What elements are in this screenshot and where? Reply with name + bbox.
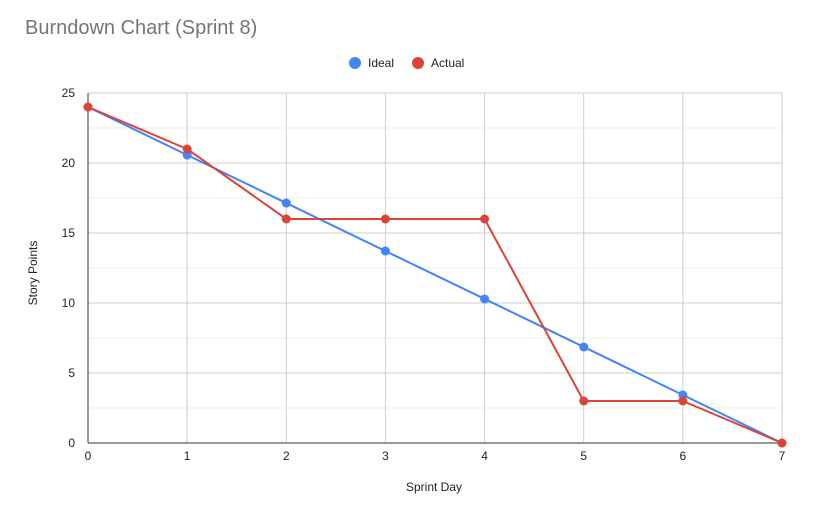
data-point-actual: [83, 102, 93, 112]
chart-title: Burndown Chart (Sprint 8): [25, 17, 258, 39]
y-tick-label: 25: [62, 86, 76, 100]
y-tick-label: 15: [62, 226, 76, 240]
x-tick-label: 2: [283, 449, 290, 463]
y-axis-title: Story Points: [26, 241, 40, 306]
data-point-actual: [182, 144, 192, 154]
data-point-ideal: [480, 294, 490, 304]
legend-label-ideal: Ideal: [368, 56, 394, 70]
data-point-actual: [480, 214, 490, 224]
data-point-actual: [678, 396, 688, 406]
series-line-ideal: [87, 106, 783, 444]
x-tick-label: 7: [779, 449, 786, 463]
legend-marker-ideal: [349, 57, 361, 69]
data-point-actual: [380, 214, 390, 224]
x-tick-label: 3: [382, 449, 389, 463]
y-tick-label: 20: [62, 156, 76, 170]
x-tick-label: 0: [85, 449, 92, 463]
x-tick-label: 6: [680, 449, 687, 463]
y-tick-label: 5: [68, 366, 75, 380]
x-tick-label: 4: [481, 449, 488, 463]
y-tick-label: 0: [68, 436, 75, 450]
legend-marker-actual: [412, 57, 424, 69]
data-point-actual: [777, 438, 787, 448]
series-line-actual: [87, 106, 783, 444]
data-point-ideal: [579, 342, 589, 352]
legend-label-actual: Actual: [431, 56, 464, 70]
x-tick-label: 1: [184, 449, 191, 463]
data-point-actual: [281, 214, 291, 224]
data-point-ideal: [380, 246, 390, 256]
data-point-ideal: [281, 198, 291, 208]
data-point-actual: [579, 396, 589, 406]
x-tick-label: 5: [580, 449, 587, 463]
y-tick-label: 10: [62, 296, 76, 310]
x-axis-title: Sprint Day: [406, 480, 462, 494]
